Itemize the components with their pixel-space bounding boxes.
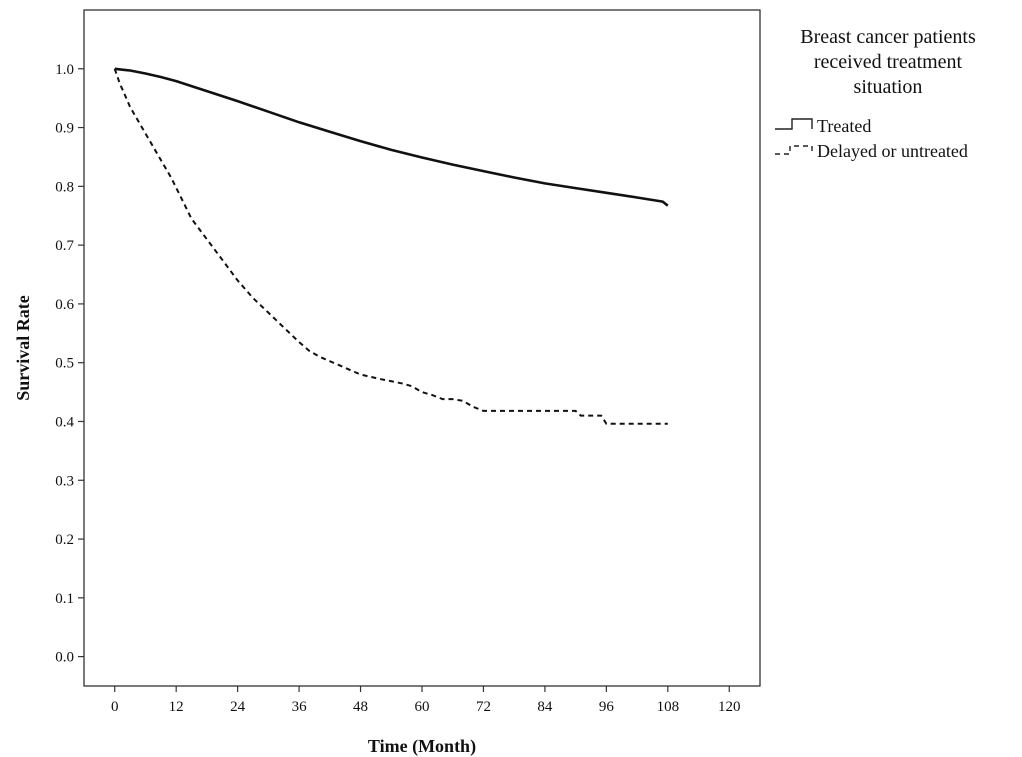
x-tick-label: 72 bbox=[476, 699, 491, 715]
y-tick-label: 0.7 bbox=[55, 238, 74, 254]
y-tick-label: 0.2 bbox=[55, 532, 74, 548]
x-tick-label: 120 bbox=[718, 699, 741, 715]
y-tick-label: 0.3 bbox=[55, 473, 74, 489]
x-tick-label: 60 bbox=[415, 699, 430, 715]
x-tick-label: 108 bbox=[657, 699, 680, 715]
y-tick-label: 0.4 bbox=[55, 414, 74, 430]
y-tick-label: 0.1 bbox=[55, 591, 74, 607]
legend-title-line: Breast cancer patients bbox=[800, 26, 976, 48]
y-tick-label: 0.6 bbox=[55, 297, 74, 313]
series-layer bbox=[113, 67, 669, 425]
legend-label: Delayed or untreated bbox=[817, 141, 968, 161]
legend-label: Treated bbox=[817, 116, 871, 136]
y-tick-label: 1.0 bbox=[55, 62, 74, 78]
legend-title-line: received treatment bbox=[814, 51, 963, 73]
y-tick-label: 0.9 bbox=[55, 121, 74, 137]
y-tick-label: 0.8 bbox=[55, 179, 74, 195]
y-axis-title: Survival Rate bbox=[13, 295, 33, 401]
series-line-delayed-or-untreated bbox=[113, 68, 668, 425]
x-tick-label: 0 bbox=[111, 699, 119, 715]
plot-frame bbox=[83, 9, 761, 687]
x-tick-label: 36 bbox=[292, 699, 308, 715]
legend-title-line: situation bbox=[854, 76, 923, 98]
plot-area: 0 12 24 36 48 60 72 84 96 108 120 0.00.10.20.30.40… bbox=[55, 9, 761, 715]
x-tick-label: 48 bbox=[353, 699, 368, 715]
legend-symbol bbox=[775, 145, 813, 155]
x-axis: 0 12 24 36 48 60 72 84 96 108 120 bbox=[111, 686, 741, 715]
x-tick-label: 96 bbox=[599, 699, 615, 715]
x-tick-label: 12 bbox=[169, 699, 184, 715]
legend: Breast cancer patients received treatment… bbox=[775, 26, 976, 161]
legend-symbol bbox=[775, 118, 813, 130]
series-line-treated bbox=[114, 67, 669, 207]
x-axis-title: Time (Month) bbox=[368, 736, 476, 757]
y-tick-label: 0.5 bbox=[55, 356, 74, 372]
y-axis: 0.0 0.1 0.2 0.3 0.4 0.5 0.6 0.7 0.8 0.9 1.0 bbox=[55, 62, 84, 666]
x-tick-label: 24 bbox=[230, 699, 246, 715]
y-tick-label: 0.0 bbox=[55, 650, 74, 666]
x-tick-label: 84 bbox=[537, 699, 553, 715]
